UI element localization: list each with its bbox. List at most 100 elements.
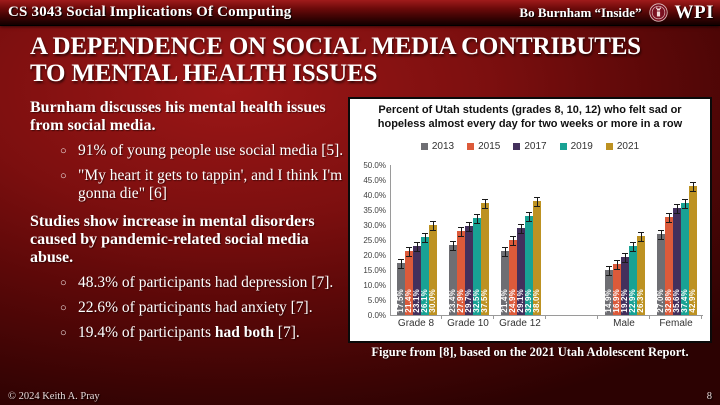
bar-data-label: 42.9% (688, 289, 697, 313)
chart-bar: 16.9% (612, 260, 621, 315)
chart-bar: 26.1% (420, 232, 429, 315)
y-axis-label: 50.0% (363, 161, 386, 170)
chart-bars: 17.5% 21.4% 23.1% 26.1% 30.0% 23.4% 27.9% 29.7%… (391, 165, 703, 315)
y-axis-label: 5.0% (367, 296, 386, 305)
slide-title: A DEPENDENCE ON SOCIAL MEDIA CONTRIBUTES… (30, 33, 690, 87)
error-bar (658, 230, 664, 240)
category-group: 23.4% 27.9% 29.7% 32.5% 37.5% (443, 165, 495, 315)
category-group: 21.4% 24.9% 29.1% 32.9% 38.0% (495, 165, 547, 315)
bullet-item: ○ 19.4% of participants had both [7]. (60, 324, 346, 341)
error-bar (606, 266, 612, 277)
chart-bar: 37.5% (480, 198, 489, 315)
x-axis-label: Grade 8 (397, 318, 435, 329)
x-axis-tick (597, 315, 598, 319)
bullet-text: 91% of young people use social media [5]… (78, 141, 344, 159)
chart-bar: 30.0% (428, 221, 437, 315)
bullet-marker: ○ (60, 144, 67, 157)
course-title: CS 3043 Social Implications Of Computing (8, 4, 292, 20)
error-bar (638, 232, 644, 243)
bullet-text: 22.6% of participants had anxiety [7]. (78, 298, 313, 316)
text-section: Burnham discusses his mental health issu… (30, 99, 346, 202)
legend-item: 2021 (605, 141, 639, 152)
error-bar (502, 246, 508, 257)
bullet-marker: ○ (60, 276, 67, 289)
error-bar (666, 212, 672, 223)
category-gap (547, 165, 599, 315)
error-bar (406, 246, 412, 257)
bullet-item: ○ 91% of young people use social media [5… (60, 142, 346, 159)
error-bar (398, 258, 404, 269)
section-heading: Studies show increase in mental disorder… (30, 212, 315, 266)
bar-data-label: 30.0% (428, 289, 437, 313)
slide-title-line1: A DEPENDENCE ON SOCIAL MEDIA CONTRIBUTES (30, 33, 641, 60)
legend-swatch (559, 143, 567, 150)
legend-item: 2019 (559, 141, 593, 152)
x-axis-tick (545, 315, 546, 319)
chart-title: Percent of Utah students (grades 8, 10, … (377, 104, 683, 131)
error-bar (422, 232, 428, 243)
x-axis-tick (649, 315, 650, 319)
legend-item: 2013 (420, 141, 454, 152)
error-bar (414, 241, 420, 252)
left-column: Burnham discusses his mental health issu… (30, 99, 346, 353)
chart-bar: 27.9% (456, 227, 465, 315)
y-axis-label: 20.0% (363, 251, 386, 260)
chart-bar: 32.9% (524, 212, 533, 315)
chart-bar: 23.1% (412, 241, 421, 315)
error-bar (482, 198, 488, 209)
chart-bar: 23.4% (448, 240, 457, 315)
category-group: 14.9% 16.9% 19.2% 22.9% 26.3% (599, 165, 651, 315)
bullet-text: 48.3% of participants had depression [7]… (78, 273, 334, 291)
wpi-seal-icon (648, 3, 668, 22)
y-axis-label: 0.0% (367, 311, 386, 320)
chart-bar: 37.4% (680, 198, 689, 315)
y-axis-label: 15.0% (363, 266, 386, 275)
bullet-item: ○ 48.3% of participants had depression [7… (60, 274, 346, 291)
bullet-marker: ○ (60, 170, 67, 183)
text-section: Studies show increase in mental disorder… (30, 213, 346, 342)
bullet-item: ○ 22.6% of participants had anxiety [7]. (60, 299, 346, 316)
copyright: © 2024 Keith A. Pray (8, 391, 100, 402)
chart-legend: 2013 2015 2017 2019 2021 (350, 141, 710, 152)
slide-title-line2: TO MENTAL HEALTH ISSUES (30, 60, 378, 87)
chart-bar: 26.3% (636, 232, 645, 315)
error-bar (690, 182, 696, 193)
x-axis-tick (441, 315, 442, 319)
legend-swatch (605, 143, 613, 150)
chart-bar: 29.1% (516, 223, 525, 315)
x-axis-label-empty (546, 318, 598, 329)
error-bar (430, 221, 436, 231)
chart-bar: 42.9% (688, 182, 697, 315)
error-bar (614, 260, 620, 271)
chart-bar: 29.7% (464, 221, 473, 315)
error-bar (682, 198, 688, 209)
bar-data-label: 26.3% (636, 289, 645, 313)
x-axis-labels: Grade 8 Grade 10 Grade 12 Male Female (390, 318, 702, 329)
page-number: 8 (706, 391, 712, 402)
error-bar (534, 197, 540, 207)
chart-bar: 14.9% (604, 266, 613, 315)
wpi-logo-text: WPI (674, 1, 714, 23)
x-axis-label: Male (613, 318, 635, 329)
chart-bar: 35.6% (672, 204, 681, 315)
chart-bar: 32.5% (472, 213, 481, 315)
x-axis-label: Female (659, 318, 693, 329)
bar-data-label: 38.0% (532, 289, 541, 313)
chart-panel: Percent of Utah students (grades 8, 10, … (348, 97, 712, 343)
figure-caption: Figure from [8], based on the 2021 Utah … (371, 345, 689, 359)
y-axis-label: 10.0% (363, 281, 386, 290)
error-bar (518, 223, 524, 234)
chart-bar: 24.9% (508, 236, 517, 315)
legend-item: 2015 (467, 141, 500, 152)
legend-swatch (420, 143, 428, 150)
error-bar (450, 240, 456, 251)
bullet-marker: ○ (60, 301, 67, 314)
header-topic: Bo Burnham “Inside” (519, 4, 642, 20)
error-bar (622, 253, 628, 264)
error-bar (466, 221, 472, 232)
bar-data-label: 37.5% (480, 289, 489, 313)
chart-bar: 32.8% (664, 212, 673, 315)
bullet-text: 19.4% of participants had both [7]. (78, 324, 300, 342)
bullet-marker: ○ (60, 327, 67, 340)
